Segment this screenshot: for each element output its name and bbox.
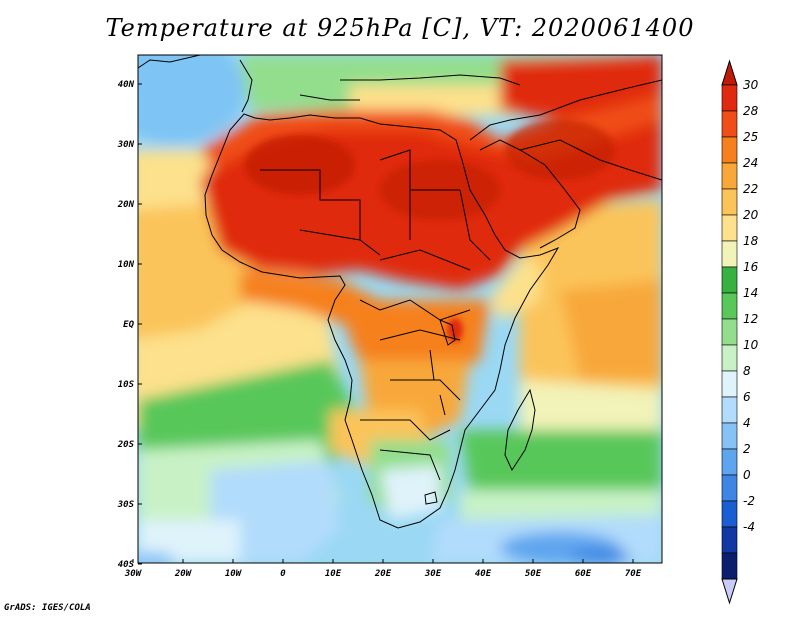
colorbar-under-triangle	[721, 578, 738, 605]
colorbar-segment	[721, 422, 738, 450]
colorbar-label: 12	[743, 312, 758, 326]
colorbar-label: 30	[743, 78, 759, 92]
colorbar-label: 25	[743, 130, 758, 144]
longitude-axis: 30W 20W 10W 0 10E 20E 30E 40E 50E 60E 70E	[124, 559, 642, 579]
colorbar-segment	[721, 292, 738, 320]
colorbar-segment	[721, 344, 738, 372]
lat-tick-label: 40N	[118, 80, 135, 90]
colorbar-label: 14	[743, 286, 758, 300]
colorbar-label: 2	[743, 442, 751, 456]
colorbar-label: 18	[743, 234, 759, 248]
lat-tick-label: 10N	[118, 260, 135, 270]
lat-tick-label: 30N	[117, 140, 135, 150]
colorbar-label: -2	[743, 494, 755, 508]
colorbar-segment	[721, 84, 738, 112]
colorbar-label: 10	[743, 338, 759, 352]
lon-tick-label: 10E	[325, 569, 342, 579]
lon-tick-label: 30W	[124, 569, 143, 579]
colorbar-segment	[721, 318, 738, 346]
colorbar-segment	[721, 370, 738, 398]
lon-tick-label: 70E	[625, 569, 642, 579]
colorbar-segment	[721, 474, 738, 502]
colorbar-label: -4	[743, 520, 755, 534]
colorbar-segment	[721, 214, 738, 242]
colorbar-segment	[721, 110, 738, 138]
colorbar-segment	[721, 396, 738, 424]
lon-tick-label: 20W	[174, 569, 193, 579]
lat-tick-label: EQ	[123, 320, 134, 330]
colorbar-segment	[721, 448, 738, 476]
lon-tick-label: 30E	[424, 569, 442, 579]
map-title: Temperature at 925hPa [C], VT: 202006140…	[105, 14, 695, 42]
lat-tick-label: 40S	[118, 560, 135, 570]
lat-tick-label: 10S	[118, 380, 135, 390]
grads-credit: GrADS: IGES/COLA	[4, 603, 91, 613]
lon-tick-label: 0	[280, 569, 286, 579]
colorbar-label: 24	[743, 156, 758, 170]
colorbar-label: 22	[743, 182, 758, 196]
colorbar-over-triangle	[721, 59, 738, 86]
colorbar-label: 20	[743, 208, 759, 222]
lon-tick-label: 50E	[525, 569, 542, 579]
lon-tick-label: 10W	[225, 569, 243, 579]
colorbar-segment	[721, 188, 738, 216]
coastlines	[138, 55, 662, 529]
lat-tick-label: 20N	[117, 200, 135, 210]
colorbar-label: 28	[743, 104, 759, 118]
colorbar-segment	[721, 552, 738, 580]
lon-tick-label: 20E	[374, 569, 392, 579]
colorbar-label: 16	[743, 260, 759, 274]
lat-tick-label: 30S	[117, 500, 135, 510]
lon-tick-label: 40E	[475, 569, 492, 579]
colorbar-segment	[721, 266, 738, 294]
latitude-axis: 40N 30N 20N 10N EQ 10S 20S 30S 40S	[117, 80, 142, 570]
colorbar-segment	[721, 500, 738, 528]
colorbar-segment	[721, 162, 738, 190]
map-frame	[137, 54, 663, 564]
colorbar-segment	[721, 136, 738, 164]
colorbar-label: 4	[743, 416, 751, 430]
colorbar-segment	[721, 526, 738, 554]
colorbar-segment	[721, 240, 738, 268]
colorbar-label: 6	[743, 390, 751, 404]
lon-tick-label: 60E	[575, 569, 592, 579]
colorbar-label: 0	[743, 468, 751, 482]
temperature-field	[138, 55, 662, 563]
lat-tick-label: 20S	[117, 440, 135, 450]
colorbar-label: 8	[743, 364, 751, 378]
